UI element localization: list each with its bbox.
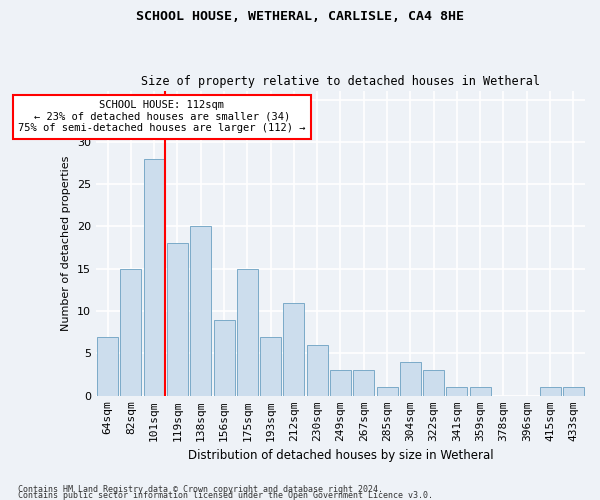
Bar [563, 388, 584, 396]
Bar [377, 388, 398, 396]
Bar [539, 388, 560, 396]
Bar [330, 370, 351, 396]
Bar [400, 362, 421, 396]
Bar [260, 336, 281, 396]
Text: Contains HM Land Registry data © Crown copyright and database right 2024.: Contains HM Land Registry data © Crown c… [18, 484, 383, 494]
Bar [237, 269, 258, 396]
Bar [353, 370, 374, 396]
Bar [423, 370, 444, 396]
Bar [214, 320, 235, 396]
Bar [190, 226, 211, 396]
Text: SCHOOL HOUSE: 112sqm
← 23% of detached houses are smaller (34)
75% of semi-detac: SCHOOL HOUSE: 112sqm ← 23% of detached h… [18, 100, 306, 134]
Text: SCHOOL HOUSE, WETHERAL, CARLISLE, CA4 8HE: SCHOOL HOUSE, WETHERAL, CARLISLE, CA4 8H… [136, 10, 464, 23]
Bar [446, 388, 467, 396]
Bar [97, 336, 118, 396]
Title: Size of property relative to detached houses in Wetheral: Size of property relative to detached ho… [141, 76, 540, 88]
Bar [167, 244, 188, 396]
X-axis label: Distribution of detached houses by size in Wetheral: Distribution of detached houses by size … [188, 450, 493, 462]
Bar [283, 302, 304, 396]
Bar [121, 269, 142, 396]
Bar [144, 159, 164, 396]
Text: Contains public sector information licensed under the Open Government Licence v3: Contains public sector information licen… [18, 491, 433, 500]
Bar [307, 345, 328, 396]
Bar [470, 388, 491, 396]
Y-axis label: Number of detached properties: Number of detached properties [61, 156, 71, 331]
